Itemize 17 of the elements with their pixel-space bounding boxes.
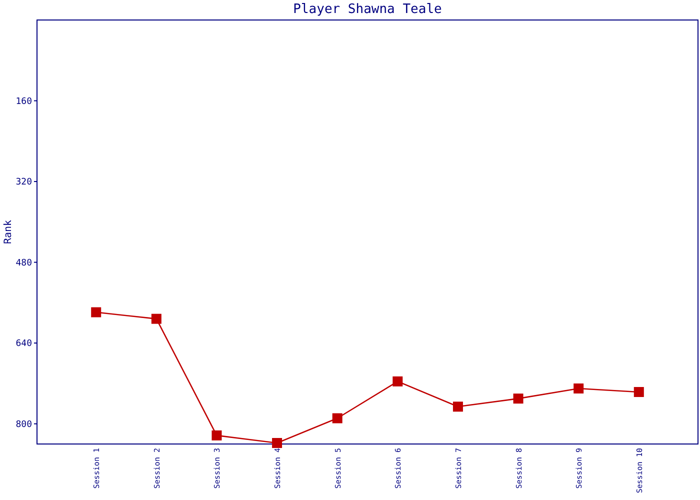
y-tick-label: 320 <box>16 178 32 188</box>
y-tick-label: 640 <box>16 339 32 350</box>
point <box>392 376 403 386</box>
point <box>91 307 102 318</box>
y-axis-title: Rank <box>3 220 14 244</box>
point <box>151 314 162 324</box>
y-tick-label: 800 <box>16 420 32 430</box>
point <box>272 438 282 448</box>
point <box>634 387 644 398</box>
point <box>452 402 463 412</box>
point <box>212 430 222 440</box>
y-tick-label: 480 <box>16 258 32 268</box>
point <box>574 383 584 394</box>
point <box>513 394 524 404</box>
y-tick-label: 160 <box>16 96 32 107</box>
chart-title: Player Shawna Teale <box>293 2 442 17</box>
point <box>332 413 342 424</box>
